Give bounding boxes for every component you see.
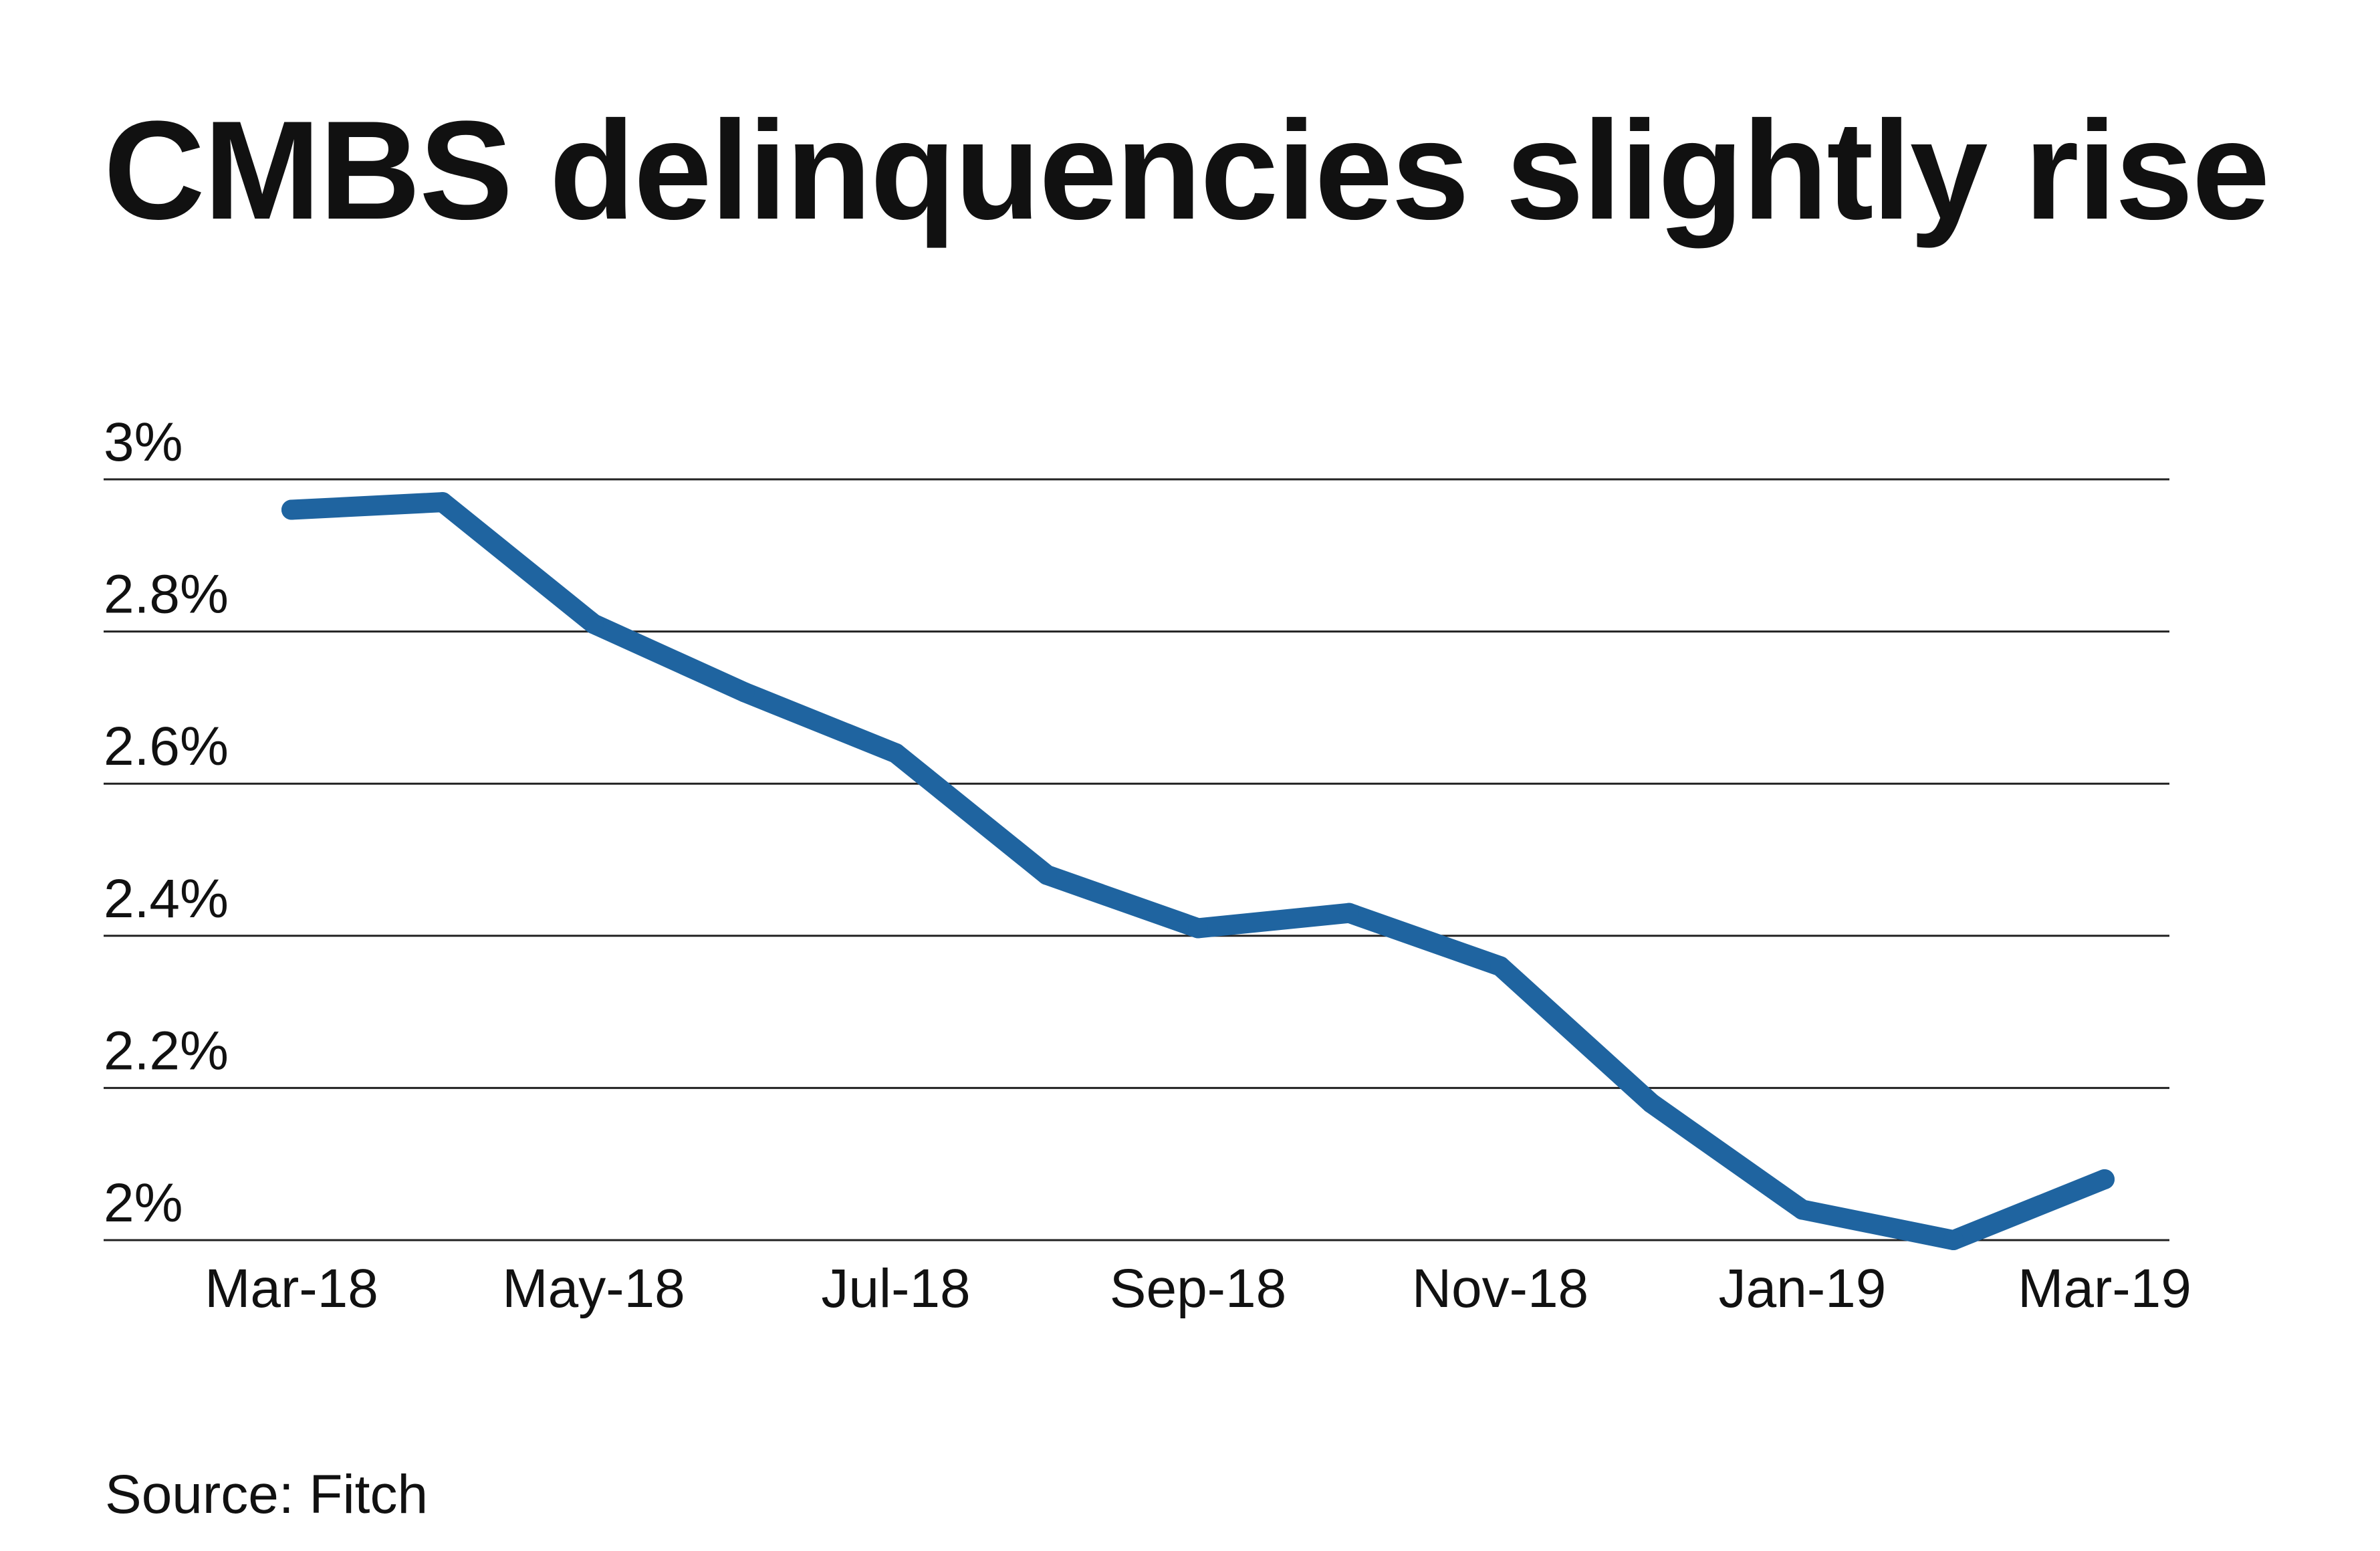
- gridlines: [104, 478, 2169, 1241]
- y-tick-label: 2.8%: [104, 564, 229, 625]
- data-point: [735, 682, 755, 703]
- y-tick-label: 3%: [104, 412, 183, 473]
- data-point: [1339, 903, 1359, 923]
- x-tick-label: Nov-18: [1412, 1258, 1588, 1319]
- x-tick-label: Jul-18: [821, 1258, 970, 1319]
- series-line: [281, 492, 2115, 1250]
- y-axis-tick-labels: 2% 2.2% 2.4% 2.6% 2.8% 3%: [104, 412, 229, 1233]
- x-tick-label: Mar-18: [205, 1258, 378, 1319]
- series-group: [281, 492, 2115, 1250]
- source-note: Source: Fitch: [105, 1464, 429, 1525]
- y-tick-label: 2%: [104, 1173, 183, 1233]
- data-point: [1188, 918, 1208, 939]
- x-tick-label: Sep-18: [1110, 1258, 1286, 1319]
- data-point: [584, 614, 604, 634]
- x-tick-label: Jan-19: [1719, 1258, 1887, 1319]
- y-tick-label: 2.4%: [104, 868, 229, 929]
- data-point: [1943, 1230, 1964, 1250]
- chart-title: CMBS delinquencies slightly rise: [104, 92, 2270, 249]
- x-tick-label: May-18: [502, 1258, 685, 1319]
- y-tick-label: 2.6%: [104, 716, 229, 777]
- data-point: [433, 492, 453, 513]
- data-point: [1490, 956, 1510, 977]
- data-point: [281, 499, 302, 520]
- data-point: [1641, 1093, 1661, 1114]
- y-tick-label: 2.2%: [104, 1020, 229, 1081]
- data-point: [1037, 864, 1057, 885]
- data-point: [1792, 1199, 1812, 1220]
- data-point: [2095, 1169, 2115, 1189]
- x-tick-label: Mar-19: [2018, 1258, 2191, 1319]
- x-axis-tick-labels: Mar-18 May-18 Jul-18 Sep-18 Nov-18 Jan-19 Mar-…: [205, 1258, 2191, 1319]
- data-point: [886, 743, 906, 763]
